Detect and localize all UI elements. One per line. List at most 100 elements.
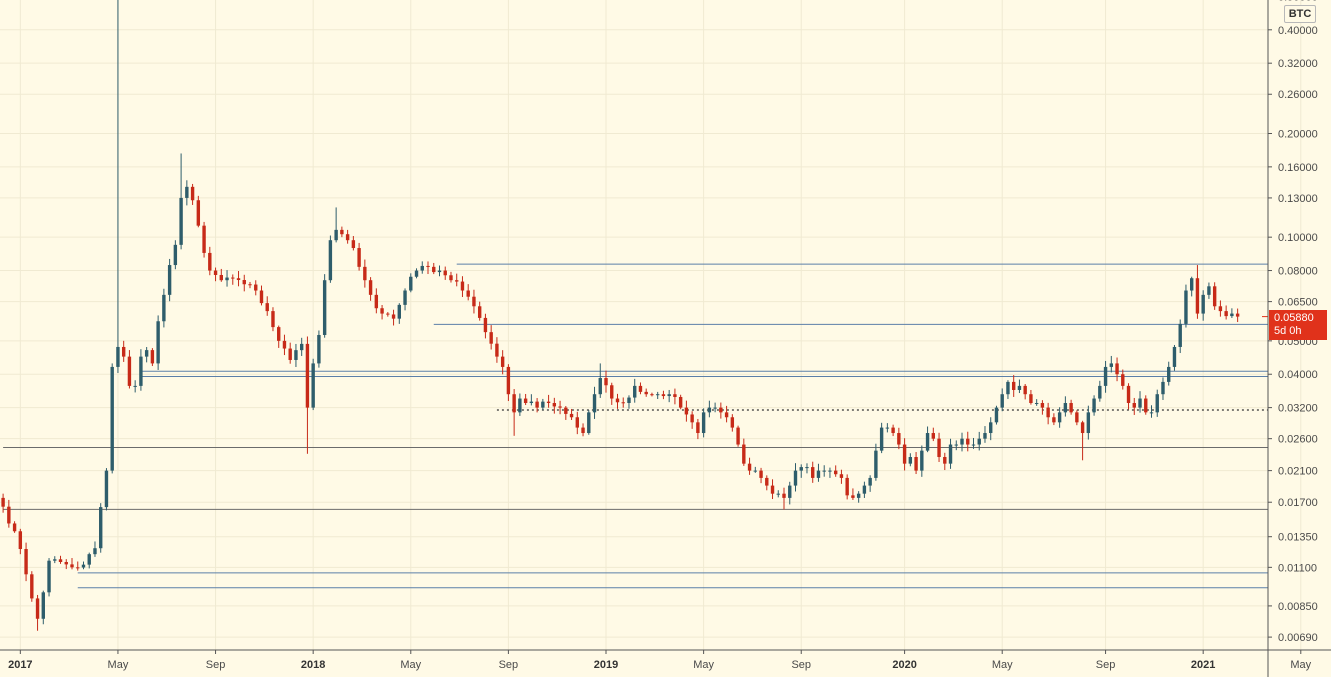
- candle[interactable]: [506, 364, 511, 402]
- candle[interactable]: [1235, 308, 1240, 323]
- candle[interactable]: [185, 180, 189, 206]
- candle[interactable]: [391, 309, 396, 326]
- candle[interactable]: [1201, 290, 1205, 321]
- candle[interactable]: [133, 380, 137, 393]
- candle[interactable]: [167, 258, 172, 302]
- candle[interactable]: [374, 288, 379, 314]
- candle[interactable]: [311, 358, 315, 411]
- candle[interactable]: [587, 410, 591, 435]
- candle[interactable]: [793, 463, 798, 492]
- candle[interactable]: [196, 195, 201, 228]
- candle[interactable]: [1000, 388, 1004, 412]
- candle[interactable]: [208, 246, 212, 276]
- candle[interactable]: [776, 490, 780, 498]
- candle[interactable]: [53, 556, 57, 564]
- candle[interactable]: [891, 424, 895, 437]
- candle[interactable]: [248, 281, 252, 289]
- candle[interactable]: [340, 226, 344, 238]
- candle[interactable]: [231, 274, 235, 285]
- candle[interactable]: [1040, 400, 1045, 415]
- candle[interactable]: [351, 236, 356, 251]
- candle[interactable]: [523, 393, 528, 406]
- candle[interactable]: [30, 571, 34, 602]
- candle[interactable]: [328, 235, 333, 283]
- candle[interactable]: [759, 467, 763, 484]
- candle[interactable]: [581, 423, 585, 437]
- candle[interactable]: [983, 426, 987, 443]
- candle[interactable]: [799, 464, 803, 478]
- candle[interactable]: [190, 183, 195, 205]
- candle[interactable]: [598, 363, 602, 398]
- candle[interactable]: [1189, 276, 1194, 297]
- candle[interactable]: [707, 400, 712, 418]
- candle[interactable]: [265, 296, 269, 316]
- candle[interactable]: [627, 395, 631, 409]
- candle[interactable]: [139, 349, 143, 391]
- candle[interactable]: [690, 411, 694, 429]
- candle[interactable]: [1144, 395, 1148, 415]
- candle[interactable]: [552, 397, 557, 414]
- candle[interactable]: [541, 398, 545, 411]
- candle[interactable]: [254, 280, 258, 296]
- candle[interactable]: [753, 466, 758, 473]
- candle[interactable]: [1011, 375, 1016, 397]
- candle[interactable]: [661, 390, 666, 400]
- candle[interactable]: [104, 468, 109, 511]
- candle[interactable]: [156, 315, 160, 370]
- candle[interactable]: [1161, 377, 1165, 400]
- candle[interactable]: [610, 382, 614, 405]
- candle[interactable]: [546, 394, 551, 408]
- candle[interactable]: [426, 261, 430, 275]
- candle[interactable]: [368, 277, 373, 301]
- candle[interactable]: [977, 431, 981, 451]
- candle[interactable]: [24, 542, 28, 582]
- candle[interactable]: [1086, 405, 1091, 440]
- candle[interactable]: [1098, 380, 1102, 402]
- candle[interactable]: [1063, 396, 1068, 417]
- candle[interactable]: [569, 408, 574, 420]
- candle[interactable]: [1121, 369, 1125, 390]
- candle[interactable]: [644, 388, 648, 397]
- candle[interactable]: [1046, 402, 1050, 425]
- candle[interactable]: [1195, 265, 1200, 319]
- candle[interactable]: [971, 437, 976, 449]
- candle[interactable]: [994, 405, 999, 425]
- candle[interactable]: [414, 268, 419, 279]
- candle[interactable]: [1069, 399, 1073, 415]
- candle[interactable]: [966, 431, 970, 452]
- candle[interactable]: [449, 271, 453, 283]
- candle[interactable]: [500, 350, 505, 375]
- candle[interactable]: [512, 389, 516, 436]
- candle[interactable]: [121, 340, 126, 362]
- candle[interactable]: [64, 559, 68, 570]
- candle[interactable]: [879, 422, 884, 454]
- candle[interactable]: [1092, 395, 1096, 416]
- candle[interactable]: [1034, 399, 1039, 406]
- candle[interactable]: [960, 432, 964, 452]
- candle[interactable]: [1230, 308, 1234, 318]
- candle[interactable]: [535, 398, 539, 413]
- candle[interactable]: [529, 394, 534, 406]
- candle[interactable]: [1155, 389, 1159, 417]
- candle[interactable]: [18, 528, 23, 555]
- candle[interactable]: [225, 270, 229, 287]
- candle[interactable]: [828, 467, 832, 478]
- candle[interactable]: [805, 463, 809, 474]
- candle[interactable]: [70, 558, 74, 570]
- candle[interactable]: [334, 207, 338, 243]
- candle[interactable]: [1052, 413, 1056, 426]
- candle[interactable]: [483, 313, 488, 339]
- candle[interactable]: [409, 273, 413, 293]
- candle[interactable]: [282, 334, 287, 356]
- candle[interactable]: [518, 393, 522, 416]
- candle[interactable]: [386, 312, 390, 317]
- candle[interactable]: [742, 438, 746, 466]
- candle[interactable]: [271, 307, 275, 332]
- candle[interactable]: [724, 405, 729, 423]
- candle[interactable]: [1178, 319, 1182, 354]
- candle[interactable]: [615, 393, 620, 409]
- candle[interactable]: [1, 493, 5, 513]
- candle[interactable]: [322, 274, 327, 338]
- candle[interactable]: [1017, 379, 1022, 394]
- candle[interactable]: [558, 400, 562, 415]
